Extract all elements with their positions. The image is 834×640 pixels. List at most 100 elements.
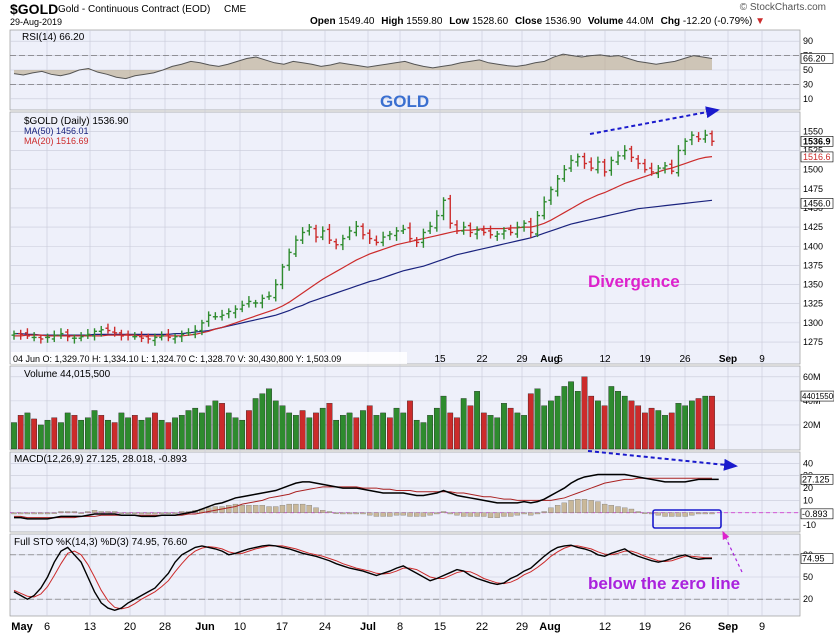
- price-divergence-arrow: [589, 106, 720, 135]
- macd-histogram-bar: [273, 506, 279, 513]
- volume-bar: [259, 393, 266, 450]
- volume-bar: [642, 412, 648, 450]
- price-x-label: 22: [476, 354, 488, 365]
- volume-bar: [467, 405, 474, 450]
- macd-histogram-bar: [481, 512, 487, 517]
- macd-histogram-bar: [246, 505, 252, 513]
- macd-histogram-bar: [642, 512, 648, 514]
- volume-bar: [272, 400, 279, 450]
- chg-down-icon: ▼: [755, 16, 766, 27]
- ma50-line: [14, 199, 713, 336]
- time-axis-label: Jul: [360, 621, 376, 633]
- macd-histogram-bar: [682, 512, 688, 517]
- macd-value-badge: [800, 508, 834, 520]
- volume-bar: [568, 381, 574, 450]
- volume-bar: [212, 400, 219, 450]
- volume-bar: [541, 405, 548, 450]
- price-legend-main: $GOLD (Daily) 1536.90: [24, 116, 129, 127]
- macd-histogram-bar: [393, 512, 400, 516]
- macd-histogram-bar: [286, 503, 292, 513]
- time-axis-label: 20: [124, 621, 136, 633]
- macd-histogram-bar: [414, 512, 420, 517]
- macd-value-label: -0.893: [802, 509, 828, 519]
- price-tick-label: 1525: [803, 145, 823, 155]
- price-legend-ma20: MA(20) 1516.69: [24, 136, 89, 146]
- volume-bar: [192, 407, 199, 450]
- macd-histogram-bar: [581, 499, 588, 513]
- macd-histogram-bar: [18, 512, 24, 515]
- symbol-description: Gold - Continuous Contract (EOD): [58, 4, 211, 15]
- macd-histogram-bar: [568, 500, 574, 513]
- volume-bar: [353, 417, 360, 450]
- macd-histogram-bar: [434, 512, 440, 515]
- volume-tick-label: 20M: [803, 420, 821, 430]
- macd-histogram-bar: [293, 503, 299, 513]
- macd-histogram-bar: [554, 505, 561, 513]
- macd-value-badge: [800, 473, 834, 485]
- volume-bar: [689, 400, 695, 450]
- price-legend-ma50: MA(50) 1456.01: [24, 126, 89, 136]
- macd-histogram-bar: [702, 512, 708, 515]
- macd-histogram-bar: [608, 505, 614, 513]
- volume-bar: [675, 403, 682, 450]
- volume-bar: [84, 417, 91, 450]
- macd-histogram-bar: [85, 511, 91, 513]
- volume-bar: [158, 419, 165, 450]
- volume-bar: [433, 407, 440, 450]
- sto-tick-label: 50: [803, 572, 813, 582]
- volume-bar: [494, 417, 501, 450]
- volume-bar: [71, 415, 78, 450]
- rsi-value-label: 66.20: [803, 53, 826, 63]
- macd-histogram-bar: [118, 512, 125, 514]
- macd-histogram-bar: [306, 505, 312, 513]
- macd-histogram-bar: [159, 512, 165, 514]
- zero-line-pointer: [722, 530, 743, 573]
- volume-bar: [152, 412, 158, 450]
- macd-histogram-bar: [440, 511, 447, 513]
- price-tick-label: 1500: [803, 165, 823, 175]
- macd-histogram-bar: [353, 512, 359, 515]
- exchange: CME: [224, 4, 247, 15]
- volume-bar: [219, 403, 225, 450]
- macd-histogram-bar: [346, 512, 353, 515]
- price-x-label: 12: [599, 354, 611, 365]
- time-axis-label: 6: [44, 621, 50, 633]
- volume-bar: [454, 417, 460, 450]
- macd-histogram-bar: [588, 500, 594, 513]
- macd-histogram-bar: [407, 512, 413, 517]
- volume-bar: [111, 422, 118, 450]
- macd-histogram-bar: [635, 511, 641, 513]
- macd-histogram-bar: [51, 512, 57, 514]
- price-tick-label: 1400: [803, 241, 823, 251]
- volume-bar: [668, 412, 675, 450]
- macd-histogram-bar: [279, 505, 286, 513]
- volume-bar: [581, 376, 588, 450]
- macd-histogram-bar: [561, 502, 567, 513]
- volume-bar: [340, 415, 346, 450]
- price-x-label: 19: [639, 354, 651, 365]
- volume-bar: [346, 412, 353, 450]
- macd-histogram-bar: [548, 507, 554, 513]
- volume-bar: [306, 417, 313, 450]
- macd-histogram-bar: [266, 506, 272, 513]
- volume-bar: [185, 410, 192, 450]
- macd-histogram-bar: [427, 512, 433, 516]
- volume-bar: [24, 412, 31, 450]
- macd-histogram-bar: [689, 512, 695, 516]
- volume-bar: [232, 417, 239, 450]
- rsi-tick-label: 50: [803, 65, 813, 75]
- volume-value-label: 44015500: [802, 392, 834, 401]
- volume-bar: [313, 412, 319, 450]
- rsi-value-badge: [800, 53, 834, 64]
- macd-histogram-bar: [320, 510, 326, 513]
- volume-bar: [380, 412, 386, 450]
- volume-bar: [326, 403, 333, 450]
- time-axis-label: 24: [319, 621, 331, 633]
- price-x-label: 26: [679, 354, 691, 365]
- macd-histogram-bar: [575, 499, 581, 513]
- volume-bar: [460, 398, 467, 450]
- divergence-annotation: Divergence: [588, 272, 680, 291]
- volume-bar: [682, 405, 689, 450]
- volume-bar: [293, 415, 299, 450]
- macd-histogram-bar: [447, 512, 453, 515]
